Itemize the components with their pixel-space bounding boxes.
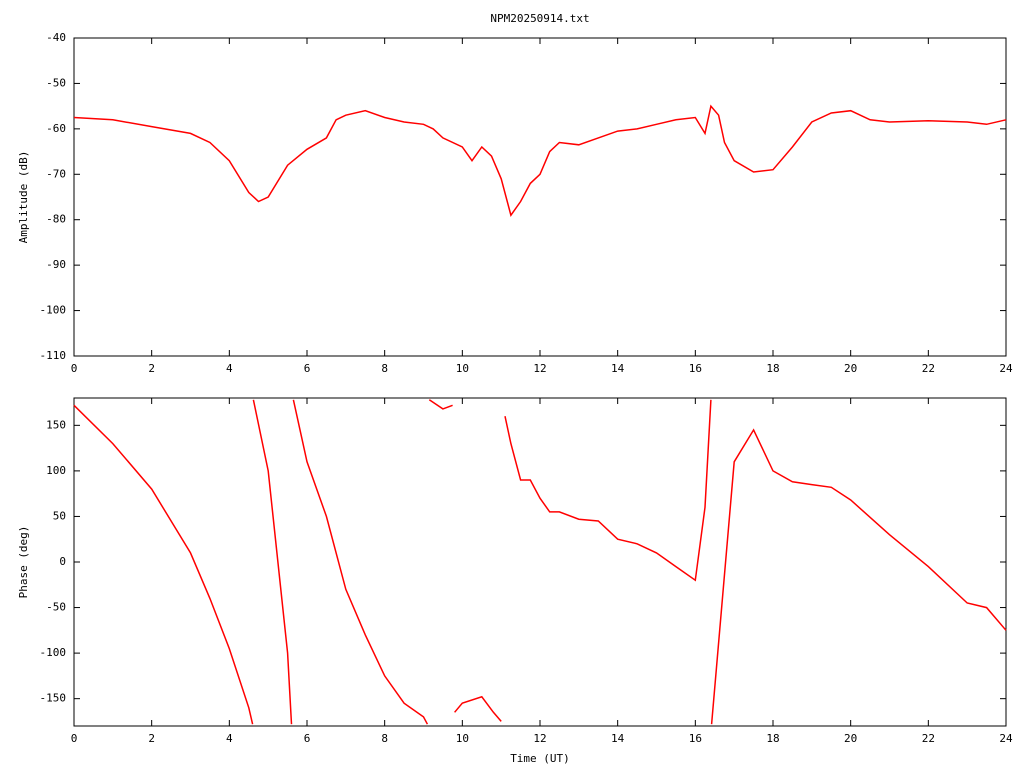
- y-tick-label: 50: [53, 509, 66, 522]
- x-tick-label: 18: [766, 362, 779, 375]
- x-tick-label: 10: [456, 732, 469, 745]
- y-tick-label: 150: [46, 418, 66, 431]
- y-axis-label: Amplitude (dB): [17, 151, 30, 244]
- x-tick-label: 18: [766, 732, 779, 745]
- y-axis-label: Phase (deg): [17, 526, 30, 599]
- y-tick-label: -60: [46, 122, 66, 135]
- x-tick-label: 24: [999, 362, 1013, 375]
- x-tick-label: 2: [148, 362, 155, 375]
- y-tick-label: -50: [46, 601, 66, 614]
- y-tick-label: -90: [46, 258, 66, 271]
- y-tick-label: -80: [46, 213, 66, 226]
- y-tick-label: 100: [46, 464, 66, 477]
- y-tick-label: -100: [40, 304, 67, 317]
- x-tick-label: 22: [922, 732, 935, 745]
- x-tick-label: 10: [456, 362, 469, 375]
- plot-frame: [73, 397, 1007, 727]
- y-tick-label: -70: [46, 167, 66, 180]
- x-tick-label: 16: [689, 732, 702, 745]
- chart-title: NPM20250914.txt: [490, 12, 589, 25]
- y-tick-label: -100: [40, 646, 67, 659]
- x-tick-label: 4: [226, 732, 233, 745]
- plot-frame: [73, 37, 1007, 357]
- y-tick-label: -50: [46, 76, 66, 89]
- x-tick-label: 6: [304, 732, 311, 745]
- x-tick-label: 14: [611, 732, 625, 745]
- x-tick-label: 20: [844, 362, 857, 375]
- data-line: [73, 399, 1007, 725]
- x-tick-label: 2: [148, 732, 155, 745]
- x-tick-label: 8: [381, 732, 388, 745]
- data-line: [73, 104, 1007, 217]
- y-tick-label: -40: [46, 31, 66, 44]
- y-tick-label: -110: [40, 349, 67, 362]
- x-tick-label: 0: [71, 732, 78, 745]
- x-tick-label: 22: [922, 362, 935, 375]
- x-tick-label: 16: [689, 362, 702, 375]
- x-tick-label: 12: [533, 732, 546, 745]
- x-axis-label: Time (UT): [510, 752, 570, 765]
- x-tick-label: 4: [226, 362, 233, 375]
- x-tick-label: 12: [533, 362, 546, 375]
- x-tick-label: 14: [611, 362, 625, 375]
- x-tick-label: 24: [999, 732, 1013, 745]
- x-tick-label: 20: [844, 732, 857, 745]
- x-tick-label: 8: [381, 362, 388, 375]
- x-tick-label: 0: [71, 362, 78, 375]
- y-tick-label: 0: [59, 555, 66, 568]
- y-tick-label: -150: [40, 692, 67, 705]
- x-tick-label: 6: [304, 362, 311, 375]
